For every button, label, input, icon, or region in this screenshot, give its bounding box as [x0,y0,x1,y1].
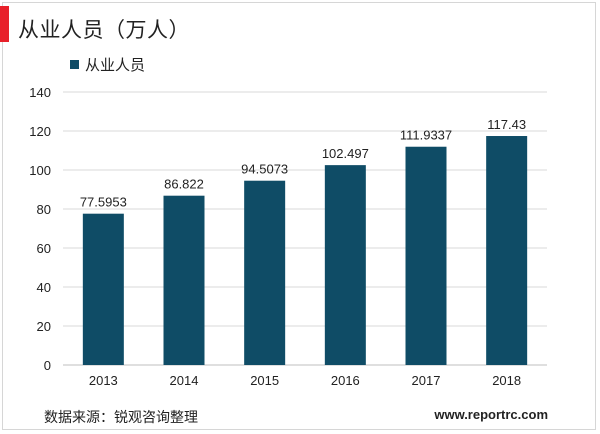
chart-frame [2,2,596,430]
legend-swatch [70,60,79,69]
y-tick-label: 20 [37,319,51,334]
y-tick-label: 80 [37,202,51,217]
bar [486,136,528,365]
data-label: 86.822 [164,177,204,192]
bar [405,146,447,365]
data-label: 111.9337 [400,128,452,143]
bar [82,213,124,365]
y-tick-label: 60 [37,241,51,256]
bar [244,180,286,365]
x-tick-label: 2016 [331,373,360,388]
x-tick-label: 2013 [89,373,118,388]
bar [163,195,205,365]
y-tick-label: 140 [29,85,51,100]
y-tick-label: 40 [37,280,51,295]
data-label: 117.43 [487,117,526,132]
x-tick-label: 2017 [412,373,441,388]
legend-label: 从业人员 [85,56,146,74]
y-tick-label: 120 [29,124,51,139]
x-tick-label: 2014 [170,373,199,388]
chart-title: 从业人员（万人） [18,18,190,42]
bar [324,165,366,365]
x-tick-label: 2018 [492,373,521,388]
y-tick-label: 0 [44,358,51,373]
data-label: 77.5953 [80,195,127,210]
chart-legend: 从业人员 [70,54,145,75]
title-accent-bar [0,6,9,42]
data-source-note: 数据来源：锐观咨询整理 [44,410,198,426]
data-label: 102.497 [322,146,369,161]
website-url: www.reportrc.com [434,407,548,422]
y-tick-label: 100 [29,163,51,178]
data-label: 94.5073 [241,162,288,177]
x-tick-label: 2015 [250,373,279,388]
